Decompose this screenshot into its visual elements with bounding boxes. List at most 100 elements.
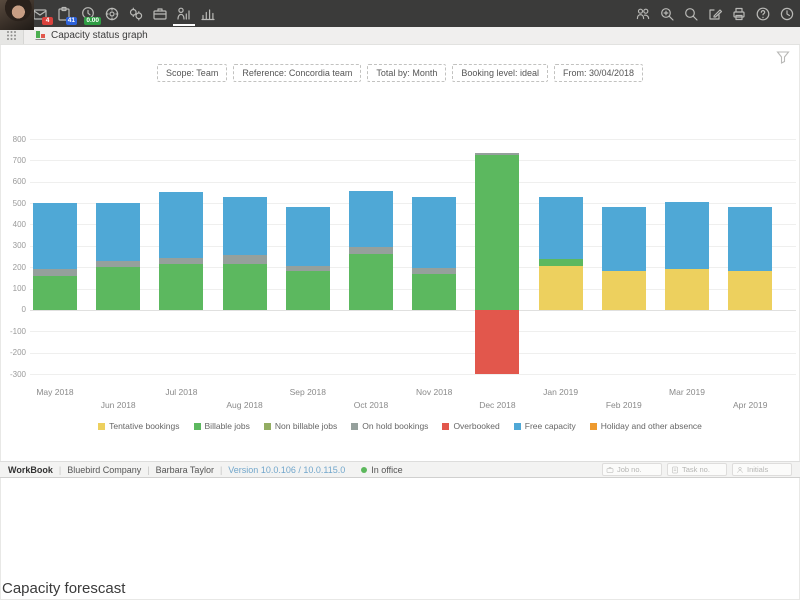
bar-segment-free-capacity[interactable] bbox=[412, 196, 457, 269]
tasks-badge: 41 bbox=[65, 17, 77, 25]
bar-segment-tentative-bookings[interactable] bbox=[601, 271, 646, 310]
legend-item[interactable]: On hold bookings bbox=[351, 421, 428, 431]
y-axis-label: 0 bbox=[21, 305, 26, 315]
bar-segment-on-hold-bookings[interactable] bbox=[33, 269, 77, 276]
bar-segment-free-capacity[interactable] bbox=[601, 207, 646, 272]
task-no-input[interactable] bbox=[682, 465, 723, 474]
bar-segment-free-capacity[interactable] bbox=[222, 196, 267, 256]
settings-button[interactable] bbox=[100, 0, 124, 27]
bar-segment-tentative-bookings[interactable] bbox=[665, 269, 709, 310]
bar-segment-free-capacity[interactable] bbox=[96, 203, 141, 261]
bar-segment-on-hold-bookings[interactable] bbox=[222, 255, 267, 264]
bar-segment-billable-jobs[interactable] bbox=[222, 263, 267, 310]
reports-button[interactable] bbox=[196, 0, 220, 27]
initials-input[interactable] bbox=[747, 465, 788, 474]
bar-segment-billable-jobs[interactable] bbox=[33, 275, 77, 310]
legend-item[interactable]: Billable jobs bbox=[193, 421, 250, 431]
bar-segment-tentative-bookings[interactable] bbox=[728, 271, 773, 310]
legend-item[interactable]: Non billable jobs bbox=[263, 421, 337, 431]
filter-funnel-icon[interactable] bbox=[776, 50, 790, 69]
jobs-button[interactable] bbox=[148, 0, 172, 27]
legend-item[interactable]: Holiday and other absence bbox=[589, 421, 702, 431]
x-axis-label: Apr 2019 bbox=[732, 400, 768, 410]
bar-segment-on-hold-bookings[interactable] bbox=[349, 246, 393, 255]
bar-segment-free-capacity[interactable] bbox=[538, 196, 583, 259]
tab-capacity-status-graph[interactable]: Capacity status graph bbox=[35, 27, 148, 44]
bar-segment-free-capacity[interactable] bbox=[159, 192, 204, 258]
presence-indicator[interactable]: In office bbox=[361, 465, 403, 475]
history-clock-icon bbox=[780, 7, 794, 20]
filter-reference[interactable]: Reference: Concordia team bbox=[233, 64, 362, 82]
clipboard-icon bbox=[58, 6, 70, 21]
help-button[interactable] bbox=[751, 0, 775, 27]
y-axis-label: 800 bbox=[12, 134, 26, 144]
inbox-button[interactable]: 4 bbox=[28, 0, 53, 27]
print-button[interactable] bbox=[727, 0, 751, 27]
employees-button[interactable] bbox=[631, 0, 655, 27]
y-axis-label: 700 bbox=[12, 155, 26, 165]
legend-item[interactable]: Free capacity bbox=[513, 421, 576, 431]
gridline bbox=[30, 139, 796, 140]
bar-segment-on-hold-bookings[interactable] bbox=[475, 152, 520, 155]
job-search-icon bbox=[606, 466, 614, 473]
bar-segment-billable-jobs[interactable] bbox=[538, 258, 583, 267]
quick-search-group bbox=[602, 463, 792, 476]
tasks-button[interactable]: 41 bbox=[52, 0, 77, 27]
bar-segment-billable-jobs[interactable] bbox=[285, 271, 330, 310]
bar-segment-free-capacity[interactable] bbox=[349, 191, 393, 247]
task-no-box bbox=[667, 463, 727, 476]
bar-segment-on-hold-bookings[interactable] bbox=[159, 257, 204, 264]
search-button[interactable] bbox=[679, 0, 703, 27]
x-axis-label: Nov 2018 bbox=[415, 387, 453, 397]
filter-from-date[interactable]: From: 30/04/2018 bbox=[553, 64, 644, 82]
capacity-button[interactable] bbox=[172, 0, 196, 27]
bar-segment-billable-jobs[interactable] bbox=[96, 267, 141, 310]
search-icon bbox=[685, 7, 698, 21]
legend-label: Tentative bookings bbox=[109, 421, 180, 431]
collaboration-button[interactable] bbox=[124, 0, 148, 27]
company-name[interactable]: Bluebird Company bbox=[67, 464, 142, 475]
app-name: WorkBook bbox=[8, 464, 53, 475]
y-axis-label: -100 bbox=[9, 326, 26, 336]
job-no-input[interactable] bbox=[617, 465, 658, 474]
grid-icon bbox=[7, 31, 16, 40]
zoom-button[interactable] bbox=[655, 0, 679, 27]
page-caption: Capacity forescast bbox=[2, 580, 126, 597]
gears-icon bbox=[129, 7, 143, 20]
y-axis-label: -200 bbox=[9, 348, 26, 358]
filter-chip-row: Scope: Team Reference: Concordia team To… bbox=[0, 64, 800, 82]
legend-label: Overbooked bbox=[453, 421, 500, 431]
bar-segment-free-capacity[interactable] bbox=[665, 202, 709, 270]
bar-segment-billable-jobs[interactable] bbox=[159, 263, 204, 310]
bar-segment-on-hold-bookings[interactable] bbox=[412, 268, 457, 274]
filter-total-by[interactable]: Total by: Month bbox=[367, 64, 447, 82]
bar-segment-free-capacity[interactable] bbox=[728, 207, 773, 272]
bar-segment-free-capacity[interactable] bbox=[285, 207, 330, 267]
filter-scope[interactable]: Scope: Team bbox=[156, 64, 228, 82]
gridline bbox=[30, 309, 796, 311]
mail-icon bbox=[33, 8, 47, 20]
divider: | bbox=[58, 464, 62, 475]
legend-item[interactable]: Overbooked bbox=[442, 421, 500, 431]
legend-item[interactable]: Tentative bookings bbox=[98, 421, 180, 431]
user-avatar[interactable] bbox=[0, 0, 34, 30]
filter-booking-level[interactable]: Booking level: ideal bbox=[452, 64, 548, 82]
presence-dot-icon bbox=[361, 466, 368, 473]
legend-label: Holiday and other absence bbox=[600, 421, 702, 431]
bar-segment-on-hold-bookings[interactable] bbox=[96, 260, 141, 268]
menu-grid-button[interactable] bbox=[0, 27, 24, 44]
bar-segment-on-hold-bookings[interactable] bbox=[285, 266, 330, 272]
bar-segment-free-capacity[interactable] bbox=[33, 203, 77, 270]
bar-segment-billable-jobs[interactable] bbox=[349, 254, 393, 310]
user-name[interactable]: Barbara Taylor bbox=[155, 464, 214, 475]
job-no-box bbox=[602, 463, 662, 476]
legend-swatch-holiday-and-other-absence bbox=[589, 422, 597, 430]
bar-segment-billable-jobs[interactable] bbox=[412, 273, 457, 310]
x-axis-label: Aug 2018 bbox=[226, 400, 263, 410]
history-button[interactable] bbox=[775, 0, 799, 27]
bar-segment-billable-jobs[interactable] bbox=[475, 155, 520, 310]
bar-segment-overbooked[interactable] bbox=[475, 309, 520, 374]
compose-button[interactable] bbox=[703, 0, 727, 27]
time-entry-button[interactable]: 0.00 bbox=[76, 0, 101, 27]
bar-segment-tentative-bookings[interactable] bbox=[538, 266, 583, 310]
